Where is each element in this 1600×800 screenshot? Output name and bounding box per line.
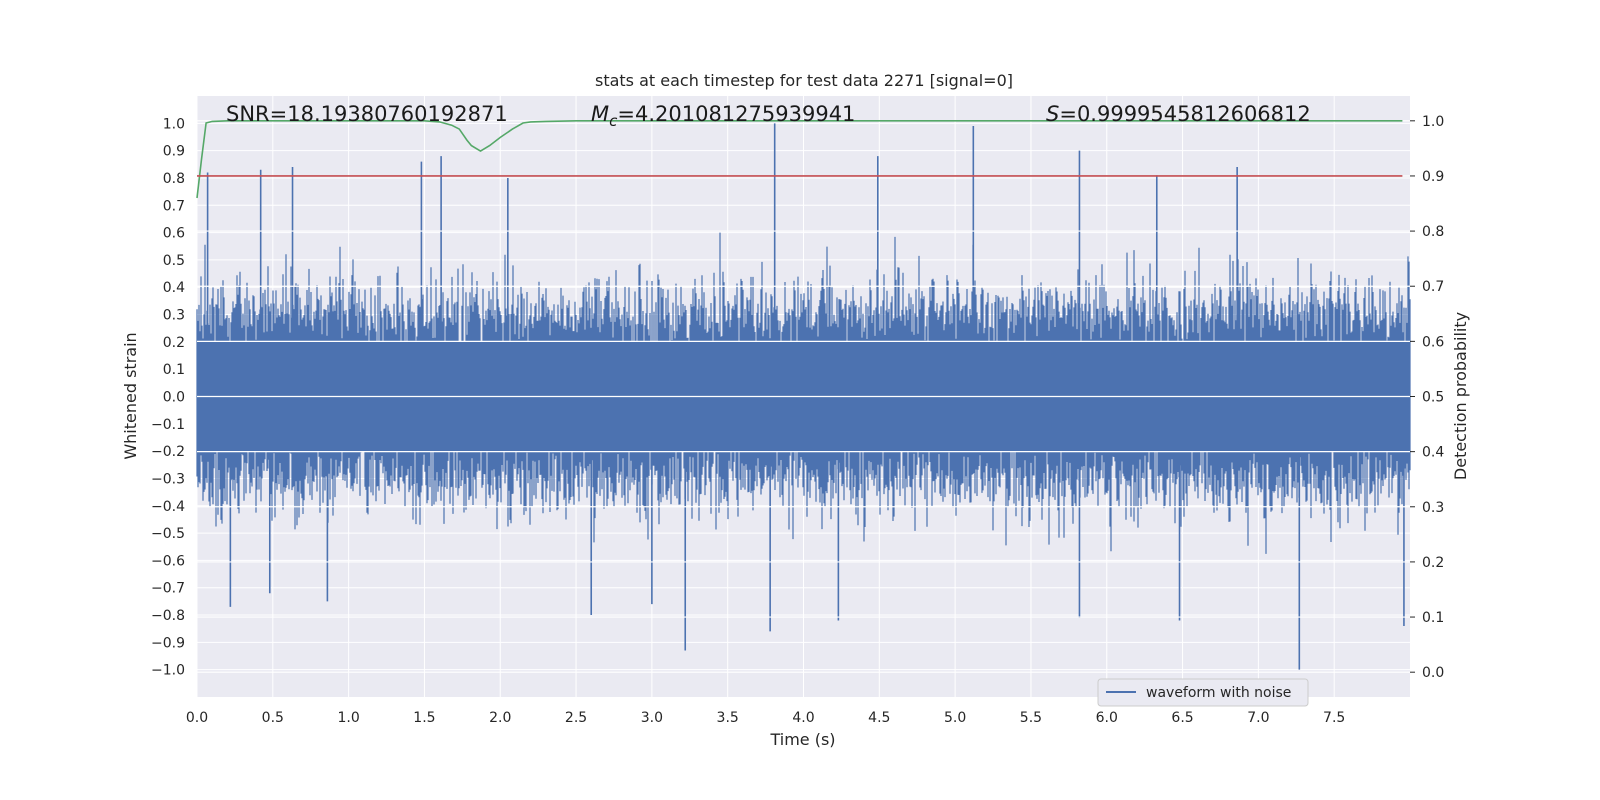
statistic-annotation: S=0.9999545812606812: [1046, 102, 1311, 126]
y-tick-label: −0.2: [151, 444, 185, 460]
x-tick-label: 5.5: [1020, 710, 1042, 726]
y2-tick-label: 0.8: [1422, 224, 1444, 240]
y-tick-labels: 1.0 0.9 0.8 0.7 0.6 0.5 0.4 0.3 0.2 0.1 0.0 −0.1 −0.…: [151, 116, 185, 678]
legend: waveform with noise: [1097, 678, 1309, 707]
x-tick-labels: 0.0 0.5 1.0 1.5 2.0 2.5 3.0 3.5 4.0 4.5 5.0 5.5 6.0 6…: [186, 710, 1345, 726]
y-tick-label: −0.6: [151, 553, 185, 569]
x-tick-label: 2.5: [565, 710, 587, 726]
y-tick-label: 0.0: [163, 390, 185, 406]
y-tick-label: −0.9: [151, 635, 185, 651]
y-tick-label: −0.4: [151, 499, 185, 515]
x-tick-label: 2.0: [489, 710, 511, 726]
x-tick-label: 0.5: [262, 710, 284, 726]
y2-tick-label: 0.2: [1422, 555, 1444, 571]
x-tick-label: 4.0: [792, 710, 814, 726]
y2-tick-label: 0.5: [1422, 390, 1444, 406]
y-tick-label: 0.9: [163, 144, 185, 160]
legend-box: [1097, 678, 1309, 707]
detection-probability-line: [196, 120, 1403, 199]
y-axis-label: Whitened strain: [121, 332, 140, 459]
y-tick-label: 0.2: [163, 335, 185, 351]
y2-tick-label: 0.4: [1422, 445, 1444, 461]
y2-tick-label: 0.1: [1422, 610, 1444, 626]
x-tick-label: 1.5: [413, 710, 435, 726]
x-tick-label: 0.0: [186, 710, 208, 726]
y2-tick-label: 0.6: [1422, 334, 1444, 350]
legend-label: waveform with noise: [1146, 685, 1291, 701]
x-tick-label: 3.5: [717, 710, 739, 726]
y-tick-label: −0.7: [151, 581, 185, 597]
probability-series: [196, 120, 1403, 199]
y2-tick-label: 0.0: [1422, 665, 1444, 681]
y2-tick-label: 0.3: [1422, 500, 1444, 516]
x-tick-label: 5.0: [944, 710, 966, 726]
y-tick-label: 0.5: [163, 253, 185, 269]
y-tick-label: −1.0: [151, 663, 185, 679]
statistic-symbol: S: [1046, 102, 1059, 126]
x-tick-label: 1.0: [337, 710, 359, 726]
y-tick-label: 0.7: [163, 198, 185, 214]
y2-tick-label: 0.9: [1422, 169, 1444, 185]
chirp-mass-value: =4.201081275939941: [617, 102, 855, 126]
y2-axis-label: Detection probability: [1451, 312, 1470, 480]
y-tick-label: 0.3: [163, 308, 185, 324]
y-tick-label: −0.8: [151, 608, 185, 624]
chirp-mass-symbol: M: [591, 102, 609, 126]
x-tick-label: 6.5: [1171, 710, 1193, 726]
chirp-mass-subscript: c: [609, 112, 618, 130]
chart-title: stats at each timestep for test data 227…: [595, 71, 1013, 90]
y-tick-label: 0.6: [163, 226, 185, 242]
statistic-value: =0.9999545812606812: [1059, 102, 1310, 126]
y-tick-label: 0.8: [163, 171, 185, 187]
snr-annotation: SNR=18.19380760192871: [226, 102, 508, 126]
y2-tick-label: 0.7: [1422, 279, 1444, 295]
y2-tick-label: 1.0: [1422, 114, 1444, 130]
x-tick-label: 7.5: [1323, 710, 1345, 726]
x-tick-label: 7.0: [1247, 710, 1269, 726]
chirp-mass-annotation: Mc=4.201081275939941: [591, 102, 855, 130]
y-tick-label: −0.5: [151, 526, 185, 542]
y-tick-label: 0.1: [163, 362, 185, 378]
y-tick-label: 1.0: [163, 116, 185, 132]
x-tick-label: 4.5: [868, 710, 890, 726]
y2-tick-labels: 1.0 0.9 0.8 0.7 0.6 0.5 0.4 0.3 0.2 0.1 0.0: [1410, 114, 1444, 681]
waveform-trace: [196, 232, 1411, 554]
y-tick-label: 0.4: [163, 280, 185, 296]
x-tick-label: 3.0: [641, 710, 663, 726]
x-tick-label: 6.0: [1096, 710, 1118, 726]
x-axis-label: Time (s): [769, 730, 835, 749]
y-tick-label: −0.1: [151, 417, 185, 433]
y-tick-label: −0.3: [151, 471, 185, 487]
